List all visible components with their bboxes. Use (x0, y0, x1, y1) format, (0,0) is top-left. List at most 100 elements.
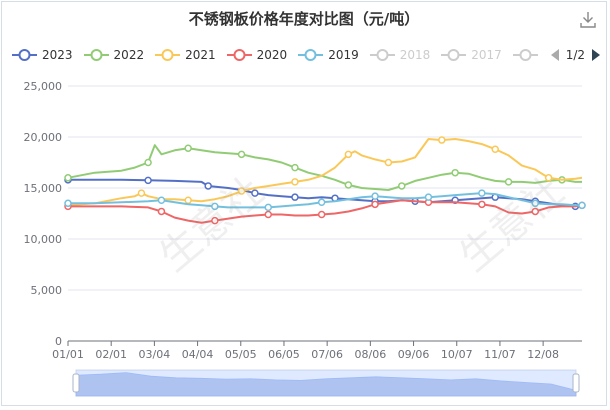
data-point (211, 216, 219, 225)
legend-line-circle-icon (441, 49, 467, 61)
data-point (204, 182, 212, 190)
y-tick-label: 20,000 (24, 131, 63, 144)
x-tick-label: 04/04 (182, 348, 214, 361)
series-line-2020 (68, 199, 583, 224)
x-tick-label: 05/05 (225, 348, 257, 361)
legend-item-2023[interactable]: 2023 (12, 48, 73, 62)
x-tick-label: 07/06 (311, 348, 343, 361)
y-tick-label: 0 (55, 335, 62, 348)
datazoom-right-handle[interactable] (572, 373, 580, 393)
data-point (291, 178, 299, 186)
data-point (64, 174, 72, 182)
legend-line-circle-icon (155, 49, 181, 61)
legend-line-circle-icon (512, 49, 538, 61)
data-point (64, 199, 72, 208)
x-tick-label: 01/01 (52, 348, 84, 361)
data-point (491, 145, 499, 153)
legend-label: 2018 (399, 48, 431, 62)
data-point (291, 163, 299, 172)
data-point (544, 174, 553, 182)
data-point (251, 189, 259, 197)
data-point (478, 189, 486, 197)
chart-legend: 2023 2022 2021 2020 2019 2018 2017 2016 (12, 48, 542, 68)
datazoom-preview-area (75, 372, 577, 397)
data-point (438, 136, 446, 144)
data-point (291, 193, 299, 201)
series-line-2021 (67, 138, 583, 207)
series-2022 (64, 144, 582, 191)
legend-label: 2021 (185, 48, 216, 62)
watermark-text: 生意社 (451, 168, 572, 280)
data-point (264, 210, 273, 219)
series-line-2022 (67, 144, 582, 191)
legend-line-circle-icon (83, 49, 109, 61)
legend-item-2017[interactable]: 2017 (441, 48, 502, 62)
legend-item-2021[interactable]: 2021 (155, 48, 216, 62)
x-tick-label: 12/08 (527, 348, 559, 361)
data-point (157, 207, 166, 216)
legend-line-circle-icon (369, 49, 395, 61)
series-line-2019 (68, 192, 582, 209)
data-point (184, 144, 192, 152)
data-point (578, 201, 586, 210)
legend-label: 2020 (256, 48, 288, 62)
data-point (531, 199, 540, 208)
data-point (371, 192, 379, 200)
x-tick-label: 09/06 (398, 348, 430, 361)
legend-prev-page-arrow-icon[interactable] (550, 49, 559, 61)
legend-line-circle-icon (298, 49, 324, 61)
datazoom-left-handle[interactable] (72, 373, 80, 393)
data-point (137, 189, 146, 197)
data-point (398, 182, 406, 190)
data-point (344, 150, 353, 159)
x-tick-label: 08/06 (355, 348, 387, 361)
data-point (144, 176, 152, 185)
chart-title: 不锈钢板价格年度对比图（元/吨） (188, 10, 420, 28)
legend-label: 2019 (328, 48, 359, 62)
download-icon[interactable] (580, 11, 596, 29)
y-tick-label: 25,000 (24, 80, 63, 93)
x-tick-label: 02/01 (95, 348, 127, 361)
legend-label: 2017 (471, 48, 502, 62)
legend-item-2016[interactable]: 2016 (512, 48, 542, 62)
data-point (344, 181, 353, 189)
legend-label: 2023 (42, 48, 73, 62)
data-point (451, 168, 459, 177)
y-tick-label: 15,000 (24, 182, 63, 195)
data-point (424, 193, 433, 201)
x-tick-label: 03/04 (139, 348, 171, 361)
datazoom-selected-window (76, 370, 576, 396)
data-point (317, 210, 326, 219)
legend-item-2019[interactable]: 2019 (298, 48, 359, 62)
legend-pager: 1/2 (550, 48, 600, 62)
data-point (504, 178, 513, 186)
x-tick-label: 06/05 (268, 348, 300, 361)
data-point (371, 200, 379, 209)
data-point (478, 200, 486, 209)
y-tick-label: 10,000 (24, 233, 63, 246)
data-point (211, 202, 219, 211)
legend-item-2022[interactable]: 2022 (83, 48, 145, 62)
legend-page-indicator: 1/2 (565, 48, 585, 62)
data-point (384, 158, 393, 167)
x-tick-label: 11/07 (484, 348, 516, 361)
data-point (237, 150, 246, 159)
y-tick-label: 5,000 (31, 284, 63, 297)
series-2021 (64, 136, 583, 210)
x-tick-label: 10/07 (441, 348, 473, 361)
data-point (144, 158, 152, 167)
legend-item-2020[interactable]: 2020 (226, 48, 288, 62)
legend-line-circle-icon (12, 49, 37, 61)
data-point (184, 196, 192, 204)
data-point (157, 196, 166, 204)
data-point (531, 207, 540, 216)
data-point (317, 198, 326, 207)
data-point (264, 203, 273, 212)
series-2019 (64, 189, 586, 212)
legend-item-2018[interactable]: 2018 (369, 48, 431, 62)
legend-next-page-arrow-icon[interactable] (592, 49, 600, 61)
legend-label: 2022 (113, 48, 145, 62)
legend-line-circle-icon (226, 49, 252, 61)
